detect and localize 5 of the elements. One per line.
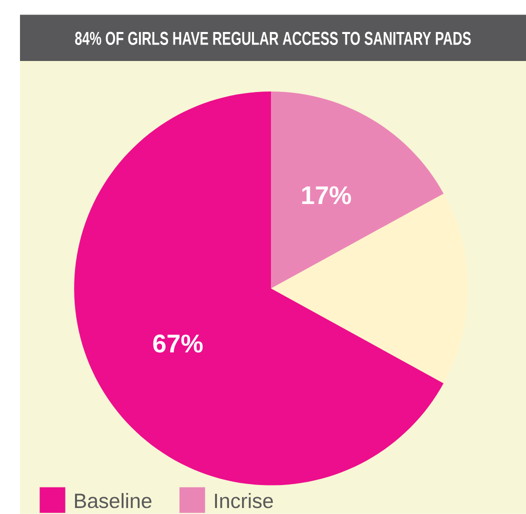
chart-title: 84% OF GIRLS HAVE REGULAR ACCESS TO SANITARY PADS: [75, 32, 471, 46]
legend-label: Incrise: [215, 493, 273, 508]
data-label: 17%: [302, 186, 352, 204]
legend-label: Baseline: [75, 493, 152, 508]
data-label: 67%: [153, 334, 203, 353]
